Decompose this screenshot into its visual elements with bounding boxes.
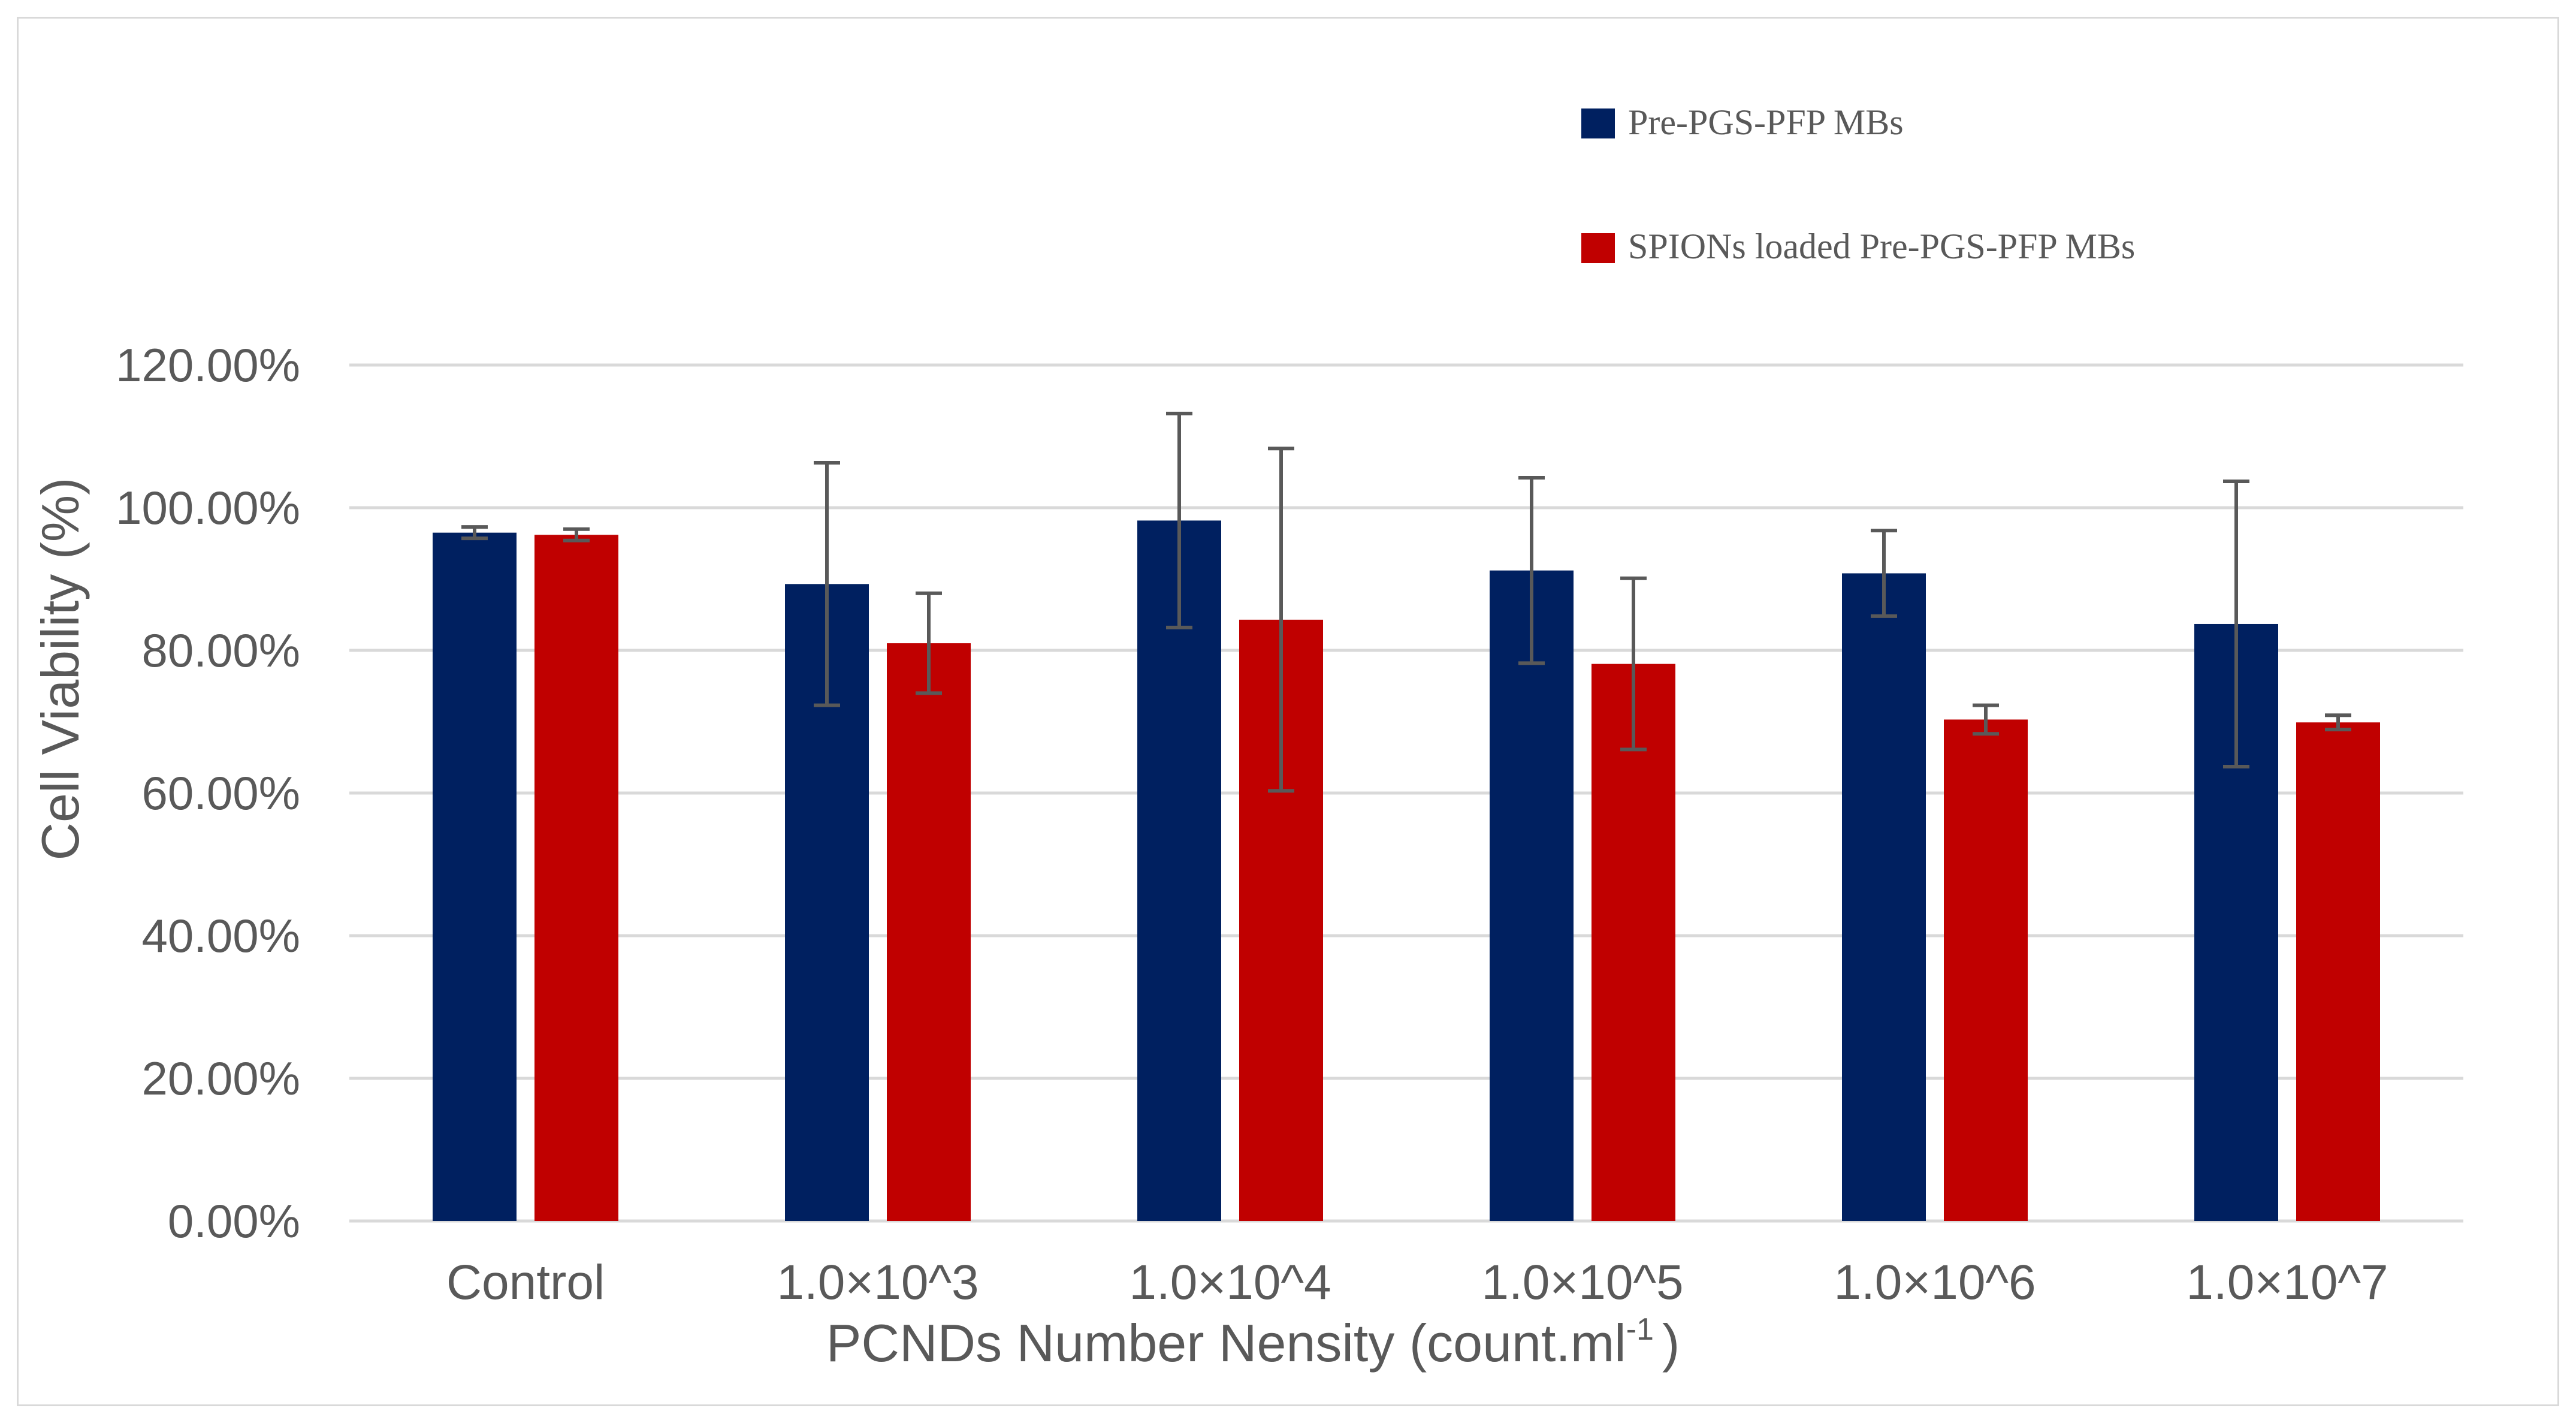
y-tick-label: 60.00%: [141, 767, 300, 819]
y-tick-label: 80.00%: [141, 624, 300, 677]
error-bars: [461, 411, 2351, 793]
y-tick-label: 0.00%: [168, 1195, 300, 1247]
error-bar: [2325, 713, 2351, 732]
legend-swatch-spions-loaded: [1581, 233, 1615, 263]
error-bar: [461, 525, 488, 541]
chart-frame: 0.00% 20.00% 40.00% 60.00% 80.00% 100.00% 120.…: [17, 17, 2559, 1406]
bar-pre-pgs-pfp-2: [1137, 520, 1221, 1222]
bar-spions-loaded-3: [1591, 664, 1675, 1221]
x-tick-label: 1.0×10^5: [1481, 1255, 1683, 1310]
bar-spions-loaded-4: [1944, 719, 2028, 1221]
y-tick-label: 120.00%: [116, 339, 300, 391]
bar-chart: 0.00% 20.00% 40.00% 60.00% 80.00% 100.00% 120.…: [31, 102, 2463, 1373]
error-bar: [1620, 576, 1647, 752]
x-axis-title-main: PCNDs Number Nensity (count.ml: [826, 1313, 1626, 1373]
bar-pre-pgs-pfp-4: [1842, 573, 1926, 1221]
legend-label-pre-pgs-pfp: Pre-PGS-PFP MBs: [1628, 102, 1904, 142]
error-bar: [1268, 447, 1294, 793]
x-axis-title: PCNDs Number Nensity (count.ml-1): [826, 1312, 1680, 1373]
x-tick-label: 1.0×10^3: [777, 1255, 979, 1310]
y-tick-label: 20.00%: [141, 1052, 300, 1105]
error-bar: [1166, 411, 1192, 629]
x-tick-label: 1.0×10^6: [1834, 1255, 2036, 1310]
bar-spions-loaded-5: [2296, 722, 2380, 1221]
x-tick-labels: Control 1.0×10^3 1.0×10^4 1.0×10^5 1.0×10^6 1…: [446, 1255, 2388, 1310]
x-tick-label: Control: [446, 1255, 605, 1310]
y-tick-labels: 0.00% 20.00% 40.00% 60.00% 80.00% 100.00% 120.…: [116, 339, 300, 1247]
x-axis-title-suffix: ): [1662, 1313, 1680, 1373]
x-axis-title-superscript: -1: [1626, 1312, 1654, 1347]
error-bar: [916, 591, 942, 695]
legend: Pre-PGS-PFP MBs SPIONs loaded Pre-PGS-PF…: [1581, 102, 2135, 266]
bar-pre-pgs-pfp-0: [433, 532, 517, 1221]
y-tick-label: 40.00%: [141, 909, 300, 962]
bar-spions-loaded-1: [887, 643, 971, 1221]
legend-swatch-pre-pgs-pfp: [1581, 108, 1615, 138]
error-bar: [2223, 479, 2249, 768]
bar-pre-pgs-pfp-3: [1490, 570, 1574, 1221]
bars: [433, 520, 2380, 1222]
x-tick-label: 1.0×10^4: [1129, 1255, 1331, 1310]
error-bar: [814, 461, 840, 707]
error-bar: [1973, 703, 1999, 736]
error-bar: [563, 527, 590, 542]
legend-label-spions-loaded: SPIONs loaded Pre-PGS-PFP MBs: [1628, 227, 2135, 266]
y-tick-label: 100.00%: [116, 481, 300, 534]
bar-spions-loaded-0: [534, 535, 618, 1221]
y-axis-title: Cell Viability (%): [31, 478, 90, 861]
gridlines: [349, 363, 2463, 1223]
x-tick-label: 1.0×10^7: [2186, 1255, 2388, 1310]
error-bar: [1871, 529, 1897, 618]
error-bar: [1518, 476, 1545, 665]
